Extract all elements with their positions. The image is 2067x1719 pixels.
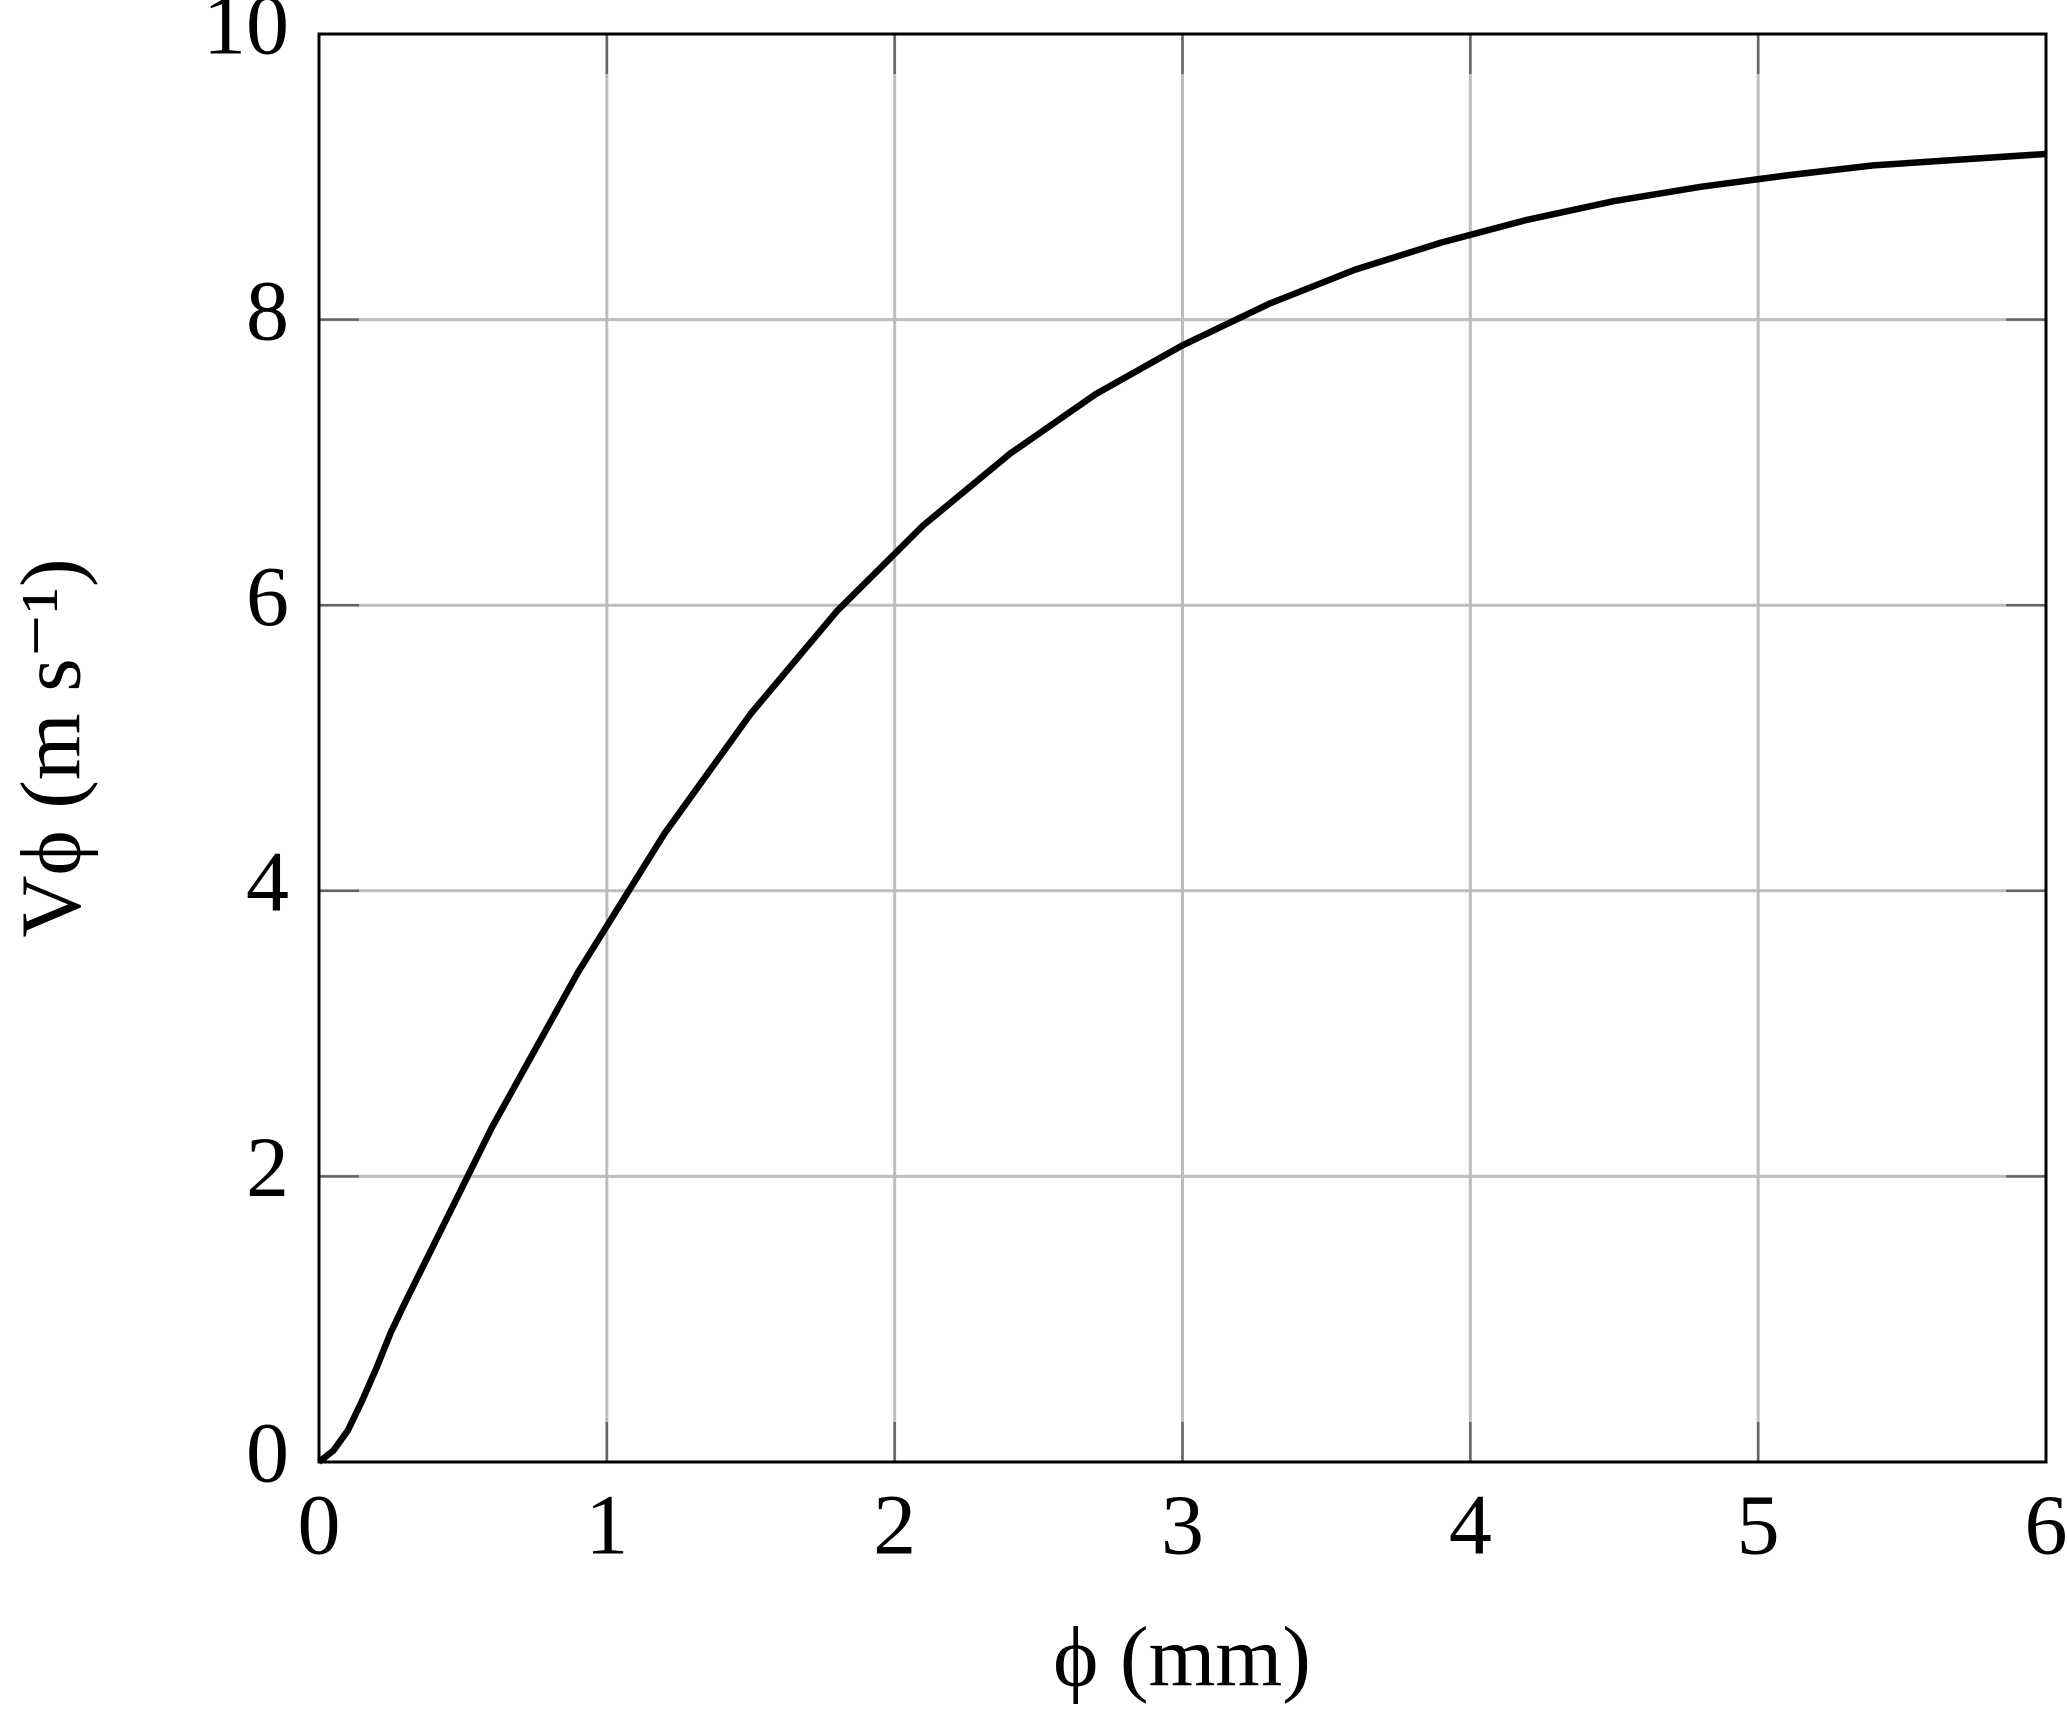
y-tick-label: 2 — [246, 1119, 289, 1215]
y-axis-label: Vϕ (m s⁻¹) — [3, 558, 99, 937]
x-tick-label: 3 — [1161, 1477, 1204, 1573]
y-tick-label: 4 — [246, 834, 289, 930]
x-tick-label: 1 — [585, 1477, 628, 1573]
y-tick-label: 0 — [246, 1405, 289, 1501]
x-tick-label: 4 — [1449, 1477, 1492, 1573]
y-tick-label: 8 — [246, 262, 289, 358]
x-tick-label: 2 — [873, 1477, 916, 1573]
x-tick-label: 0 — [298, 1477, 341, 1573]
x-tick-label: 5 — [1737, 1477, 1780, 1573]
data-line — [316, 150, 2047, 1465]
x-axis-label: ϕ (mm) — [1053, 1609, 1311, 1705]
plot-frame — [317, 32, 2048, 1464]
y-tick-label: 6 — [246, 548, 289, 644]
x-tick-label: 6 — [2025, 1477, 2067, 1573]
y-tick-label: 10 — [203, 0, 289, 73]
